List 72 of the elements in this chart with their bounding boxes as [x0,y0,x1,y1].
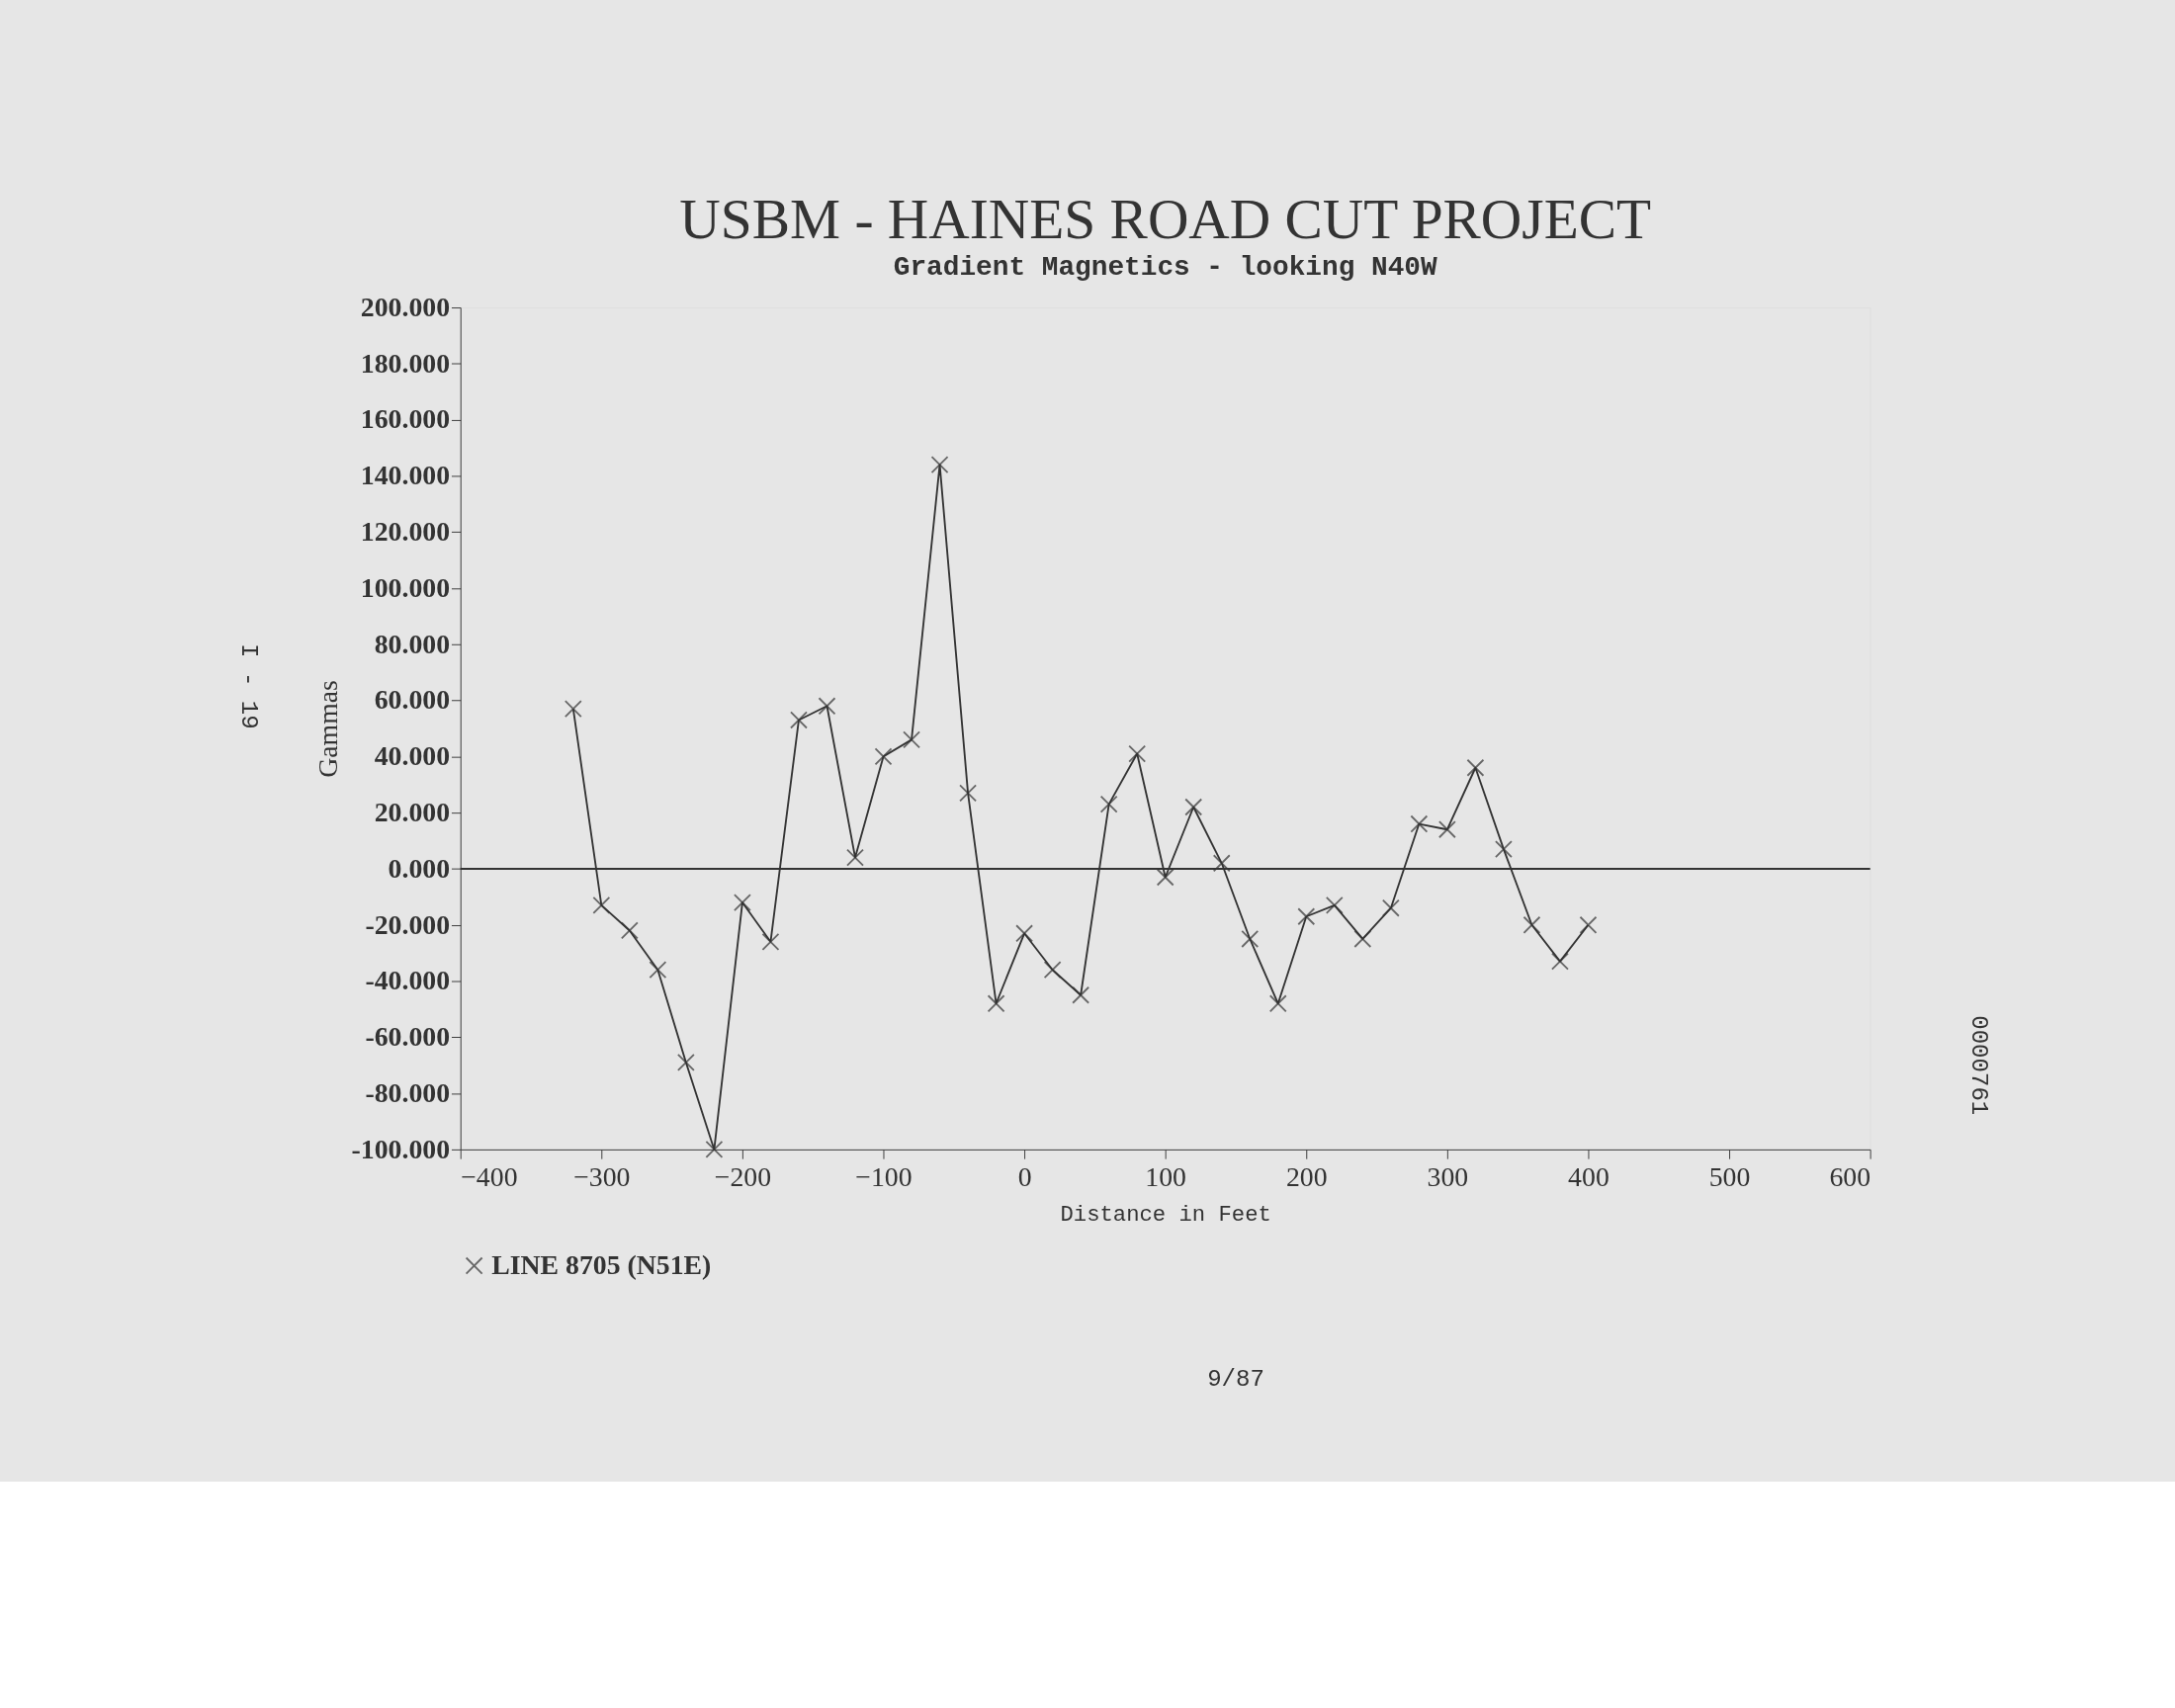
point [1353,930,1372,948]
y-tick-label: -80.000 [365,1076,451,1108]
y-tick-label: -60.000 [365,1021,451,1053]
point [903,730,920,749]
y-tick-label: 160.000 [360,403,451,435]
point [1381,898,1400,917]
point [1184,798,1203,816]
chart-subtitle: Gradient Magnetics - looking N40W [893,251,1437,283]
point [1043,961,1062,980]
y-tick-label: 60.000 [374,684,451,716]
legend-label: LINE 8705 (N51E) [491,1248,712,1280]
y-axis-title: Gammas [311,680,343,778]
y-tick-label: -100.000 [351,1133,451,1164]
point [705,1140,724,1158]
x-tick-label: 500 [1708,1161,1751,1193]
y-tick-label: 100.000 [360,571,451,603]
x-axis-title: Distance in Feet [1060,1202,1271,1228]
point [733,894,751,911]
point [1099,795,1118,813]
text: 9/87 [1207,1365,1264,1393]
x-tick-label: 100 [1145,1161,1186,1193]
x-tick-label: −200 [714,1161,772,1193]
y-tick-label: -20.000 [365,908,451,940]
x-tick-label: 300 [1427,1161,1469,1193]
point [1325,896,1344,914]
point [761,932,780,951]
point [1437,820,1456,839]
text: 0000761 [1965,1015,1993,1116]
y-tick-label: 0.000 [388,852,451,884]
point [592,896,611,914]
point [620,921,639,940]
y-tick-label: -40.000 [365,965,451,996]
point [1128,744,1147,763]
point [676,1053,695,1071]
y-tick-label: 20.000 [374,796,451,827]
point [1072,985,1090,1004]
y-tick-label: 80.000 [374,628,451,659]
x-tick-label: 0 [1017,1161,1032,1193]
y-tick-label: 140.000 [360,460,451,491]
point [649,961,667,980]
point [1241,930,1260,948]
point [1551,952,1569,971]
x-tick-label: −100 [855,1161,913,1193]
x-tick-label: 200 [1285,1161,1328,1193]
point [1156,868,1174,887]
y-tick-label: 120.000 [360,516,451,548]
text: I - 19 [235,643,263,729]
x-tick-label: −300 [573,1161,631,1193]
point [790,711,808,729]
point [1466,758,1485,777]
point [1410,814,1429,833]
chart-title: USBM - HAINES ROAD CUT PROJECT [679,187,1652,250]
point [1522,915,1541,934]
point [1015,924,1034,943]
point [1212,854,1231,873]
point [564,700,582,719]
y-tick-label: 200.000 [360,291,451,322]
point [874,747,893,766]
x-tick-label: 400 [1568,1161,1610,1193]
x-tick-label: −400 [461,1161,518,1193]
y-tick-label: 40.000 [374,740,451,772]
point [846,848,864,867]
point [1297,907,1316,926]
point [818,697,836,716]
point [1579,915,1598,934]
point [1494,840,1513,859]
point [959,784,978,803]
y-tick-label: 180.000 [360,347,451,379]
x-tick-label: 600 [1829,1161,1871,1193]
point [930,456,949,474]
point [987,994,1005,1013]
point [1268,994,1287,1013]
